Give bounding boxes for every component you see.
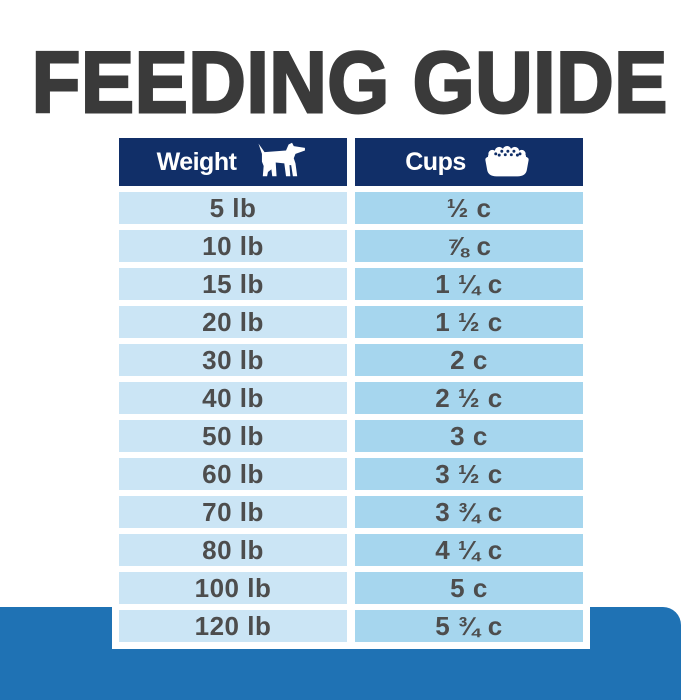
weight-cell: 5 lb (119, 192, 347, 224)
cups-cell: ½ c (355, 192, 583, 224)
cups-header-label: Cups (405, 147, 466, 176)
feeding-guide-table: Weight Cups (112, 131, 590, 649)
weight-header-label: Weight (156, 147, 237, 176)
food-bowl-icon (481, 145, 533, 180)
cups-cell: 5 c (355, 572, 583, 604)
weight-cell: 10 lb (119, 230, 347, 262)
cups-column-header: Cups (355, 138, 583, 186)
weight-cell: 120 lb (119, 610, 347, 642)
cups-cell: 2 ½ c (355, 382, 583, 414)
weight-cell: 20 lb (119, 306, 347, 338)
cups-cell: ⅞ c (355, 230, 583, 262)
weight-cell: 50 lb (119, 420, 347, 452)
cups-cell: 1 ¼ c (355, 268, 583, 300)
weight-column-header: Weight (119, 138, 347, 186)
weight-cell: 100 lb (119, 572, 347, 604)
weight-cell: 15 lb (119, 268, 347, 300)
weight-cell: 70 lb (119, 496, 347, 528)
cups-cell: 3 c (355, 420, 583, 452)
weight-cell: 80 lb (119, 534, 347, 566)
cups-cell: 3 ½ c (355, 458, 583, 490)
dog-icon (251, 141, 309, 184)
cups-cell: 2 c (355, 344, 583, 376)
cups-cell: 5 ¾ c (355, 610, 583, 642)
feeding-guide-grid: Weight Cups (119, 138, 583, 642)
cups-cell: 3 ¾ c (355, 496, 583, 528)
page-title: FEEDING GUIDE (31, 35, 669, 131)
cups-cell: 1 ½ c (355, 306, 583, 338)
weight-cell: 60 lb (119, 458, 347, 490)
cups-cell: 4 ¼ c (355, 534, 583, 566)
weight-cell: 30 lb (119, 344, 347, 376)
weight-cell: 40 lb (119, 382, 347, 414)
